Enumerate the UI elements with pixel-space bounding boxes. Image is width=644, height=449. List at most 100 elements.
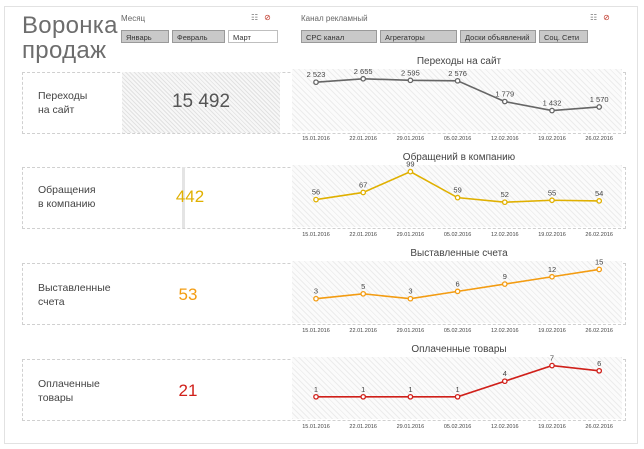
chart-requests-data-label: 56	[312, 188, 320, 197]
chart-visits-tick-label: 26.02.2016	[585, 136, 613, 142]
funnel-label-invoices: Выставленные счета	[38, 282, 111, 308]
chart-paid-tick-label: 22.01.2016	[349, 424, 377, 430]
chart-visits-tick-label: 29.01.2016	[397, 136, 425, 142]
channel-option-social[interactable]: Соц. Сети	[539, 30, 588, 43]
chart-requests-tick-label: 05.02.2016	[444, 232, 472, 238]
chart-requests-tick-label: 19.02.2016	[538, 232, 566, 238]
chart-invoices-point[interactable]	[596, 266, 603, 273]
chart-requests-tick-label: 22.01.2016	[349, 232, 377, 238]
chart-invoices-point[interactable]	[407, 295, 414, 302]
chart-visits-title: Переходы на сайт	[416, 56, 502, 67]
month-filter-label: Месяц	[121, 14, 146, 23]
chart-visits-tick-label: 05.02.2016	[444, 136, 472, 142]
channel-option-classifieds[interactable]: Доски объявлений	[460, 30, 536, 43]
chart-visits-point[interactable]	[360, 75, 367, 82]
chart-invoices-point[interactable]	[360, 290, 367, 297]
chart-requests-tick-label: 26.02.2016	[585, 232, 613, 238]
chart-visits-data-label: 1 432	[543, 99, 562, 108]
chart-requests-point[interactable]	[360, 189, 367, 196]
chart-invoices-tick-label: 05.02.2016	[444, 328, 472, 334]
clear-selection-icon[interactable]: ⊘	[603, 13, 616, 22]
chart-invoices-tick-label: 19.02.2016	[538, 328, 566, 334]
chart-requests-tick-label: 15.01.2016	[302, 232, 330, 238]
chart-visits-tick-label: 15.01.2016	[302, 136, 330, 142]
kpi-visits-value: 15 492	[171, 91, 231, 112]
chart-paid-tick-label: 05.02.2016	[444, 424, 472, 430]
kpi-visits-background	[122, 72, 280, 133]
chart-paid-point[interactable]	[501, 378, 508, 385]
select-list-icon[interactable]: ☷	[590, 13, 604, 22]
funnel-label-visits: Переходы на сайт	[38, 90, 88, 116]
chart-visits-tick-label: 22.01.2016	[349, 136, 377, 142]
chart-invoices-point[interactable]	[501, 281, 508, 287]
chart-invoices-point[interactable]	[313, 295, 319, 302]
chart-visits-point[interactable]	[454, 77, 461, 84]
chart-requests-tick-label: 29.01.2016	[397, 232, 425, 238]
chart-paid-data-label: 1	[408, 385, 412, 394]
chart-requests-data-label: 59	[453, 186, 461, 195]
chart-visits-data-label: 2 655	[354, 67, 373, 76]
chart-paid-data-label: 1	[314, 385, 318, 394]
chart-invoices-data-label: 3	[408, 287, 412, 296]
month-option-march[interactable]: Март	[228, 30, 278, 43]
chart-visits-point[interactable]	[549, 107, 555, 114]
month-option-january[interactable]: Январь	[121, 30, 169, 43]
chart-paid-point[interactable]	[407, 393, 414, 400]
chart-visits-data-label: 1 570	[590, 95, 609, 104]
chart-requests-point[interactable]	[596, 198, 603, 204]
chart-visits-point[interactable]	[501, 98, 508, 105]
chart-invoices-data-label: 15	[595, 257, 603, 266]
chart-paid-data-label: 6	[597, 359, 601, 368]
chart-visits-data-label: 2 523	[307, 70, 326, 79]
month-filter-icons: ☷⊘	[251, 13, 277, 22]
clear-selection-icon[interactable]: ⊘	[264, 13, 277, 22]
chart-requests-point[interactable]	[501, 199, 508, 206]
chart-invoices-data-label: 12	[548, 265, 556, 274]
chart-requests-point[interactable]	[313, 196, 319, 203]
chart-invoices-tick-label: 29.01.2016	[397, 328, 425, 334]
chart-paid-point[interactable]	[360, 393, 367, 400]
channel-option-aggregators[interactable]: Агрегаторы	[380, 30, 457, 43]
chart-paid-tick-label: 26.02.2016	[585, 424, 613, 430]
chart-paid-tick-label: 29.01.2016	[397, 424, 425, 430]
chart-requests-title: Обращений в компанию	[402, 152, 516, 163]
chart-invoices-point[interactable]	[549, 273, 555, 280]
funnel-label-requests: Обращения в компанию	[38, 184, 96, 210]
chart-requests-data-label: 52	[501, 190, 509, 199]
chart-requests-point[interactable]	[454, 194, 461, 201]
chart-paid-data-label: 4	[503, 369, 507, 378]
chart-visits-point[interactable]	[407, 77, 414, 84]
chart-paid-point[interactable]	[596, 367, 603, 374]
chart-requests-data-label: 54	[595, 189, 603, 198]
chart-invoices-tick-label: 26.02.2016	[585, 328, 613, 334]
chart-paid-point[interactable]	[549, 362, 555, 369]
chart-visits-point[interactable]	[313, 79, 319, 86]
chart-visits-tick-label: 12.02.2016	[491, 136, 519, 142]
page-title: Воронка продаж	[22, 13, 118, 63]
chart-visits-point[interactable]	[596, 104, 603, 110]
chart-requests-point[interactable]	[549, 197, 555, 204]
select-list-icon[interactable]: ☷	[251, 13, 265, 22]
chart-invoices-point[interactable]	[454, 288, 461, 295]
chart-paid-point[interactable]	[313, 393, 319, 400]
chart-invoices-data-label: 5	[361, 282, 365, 291]
chart-visits-data-label: 2 576	[448, 69, 467, 78]
kpi-requests-bar	[182, 167, 185, 228]
funnel-label-paid: Оплаченные товары	[38, 378, 100, 404]
chart-invoices-tick-label: 12.02.2016	[491, 328, 519, 334]
kpi-requests-value: 442	[175, 187, 205, 206]
chart-paid-point[interactable]	[454, 393, 461, 400]
chart-paid-tick-label: 19.02.2016	[538, 424, 566, 430]
chart-requests-data-label: 67	[359, 180, 367, 189]
chart-requests-tick-label: 12.02.2016	[491, 232, 519, 238]
chart-invoices-data-label: 3	[314, 287, 318, 296]
chart-invoices-title: Выставленные счета	[410, 248, 508, 259]
chart-paid-data-label: 1	[456, 385, 460, 394]
month-option-february[interactable]: Февраль	[172, 30, 225, 43]
channel-option-cpc[interactable]: CPC канал	[301, 30, 377, 43]
dashboard-frame	[4, 6, 638, 444]
page-title-line1: Воронка	[22, 12, 118, 39]
chart-requests-point[interactable]	[407, 168, 414, 175]
chart-visits-data-label: 1 779	[495, 90, 514, 99]
